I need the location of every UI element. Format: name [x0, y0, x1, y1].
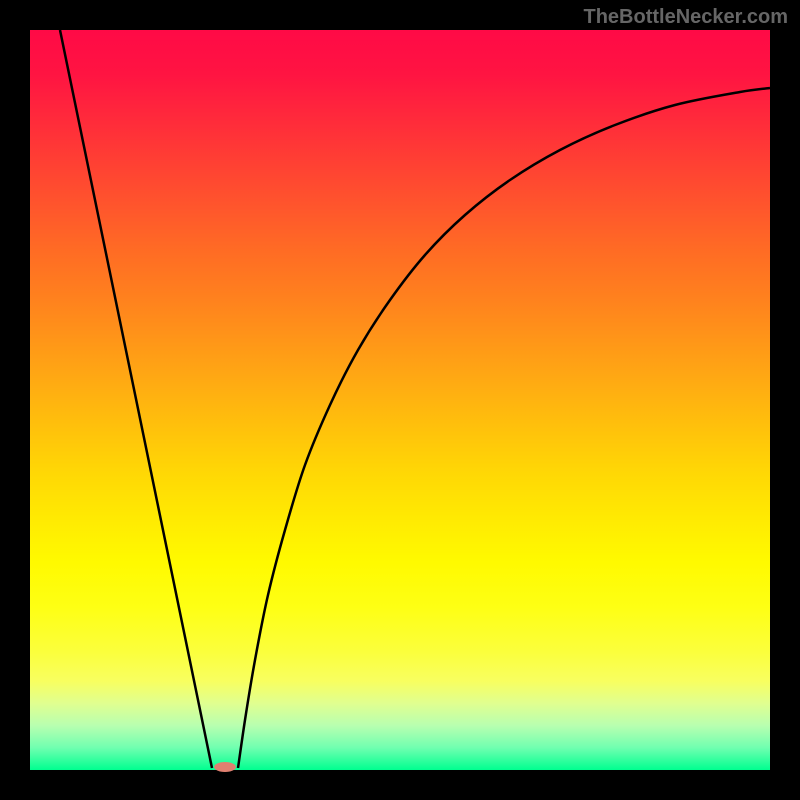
plot-background	[30, 30, 770, 770]
chart-container: TheBottleNecker.com	[0, 0, 800, 800]
minimum-marker	[214, 762, 236, 772]
watermark-text: TheBottleNecker.com	[583, 6, 788, 29]
chart-svg	[0, 0, 800, 800]
